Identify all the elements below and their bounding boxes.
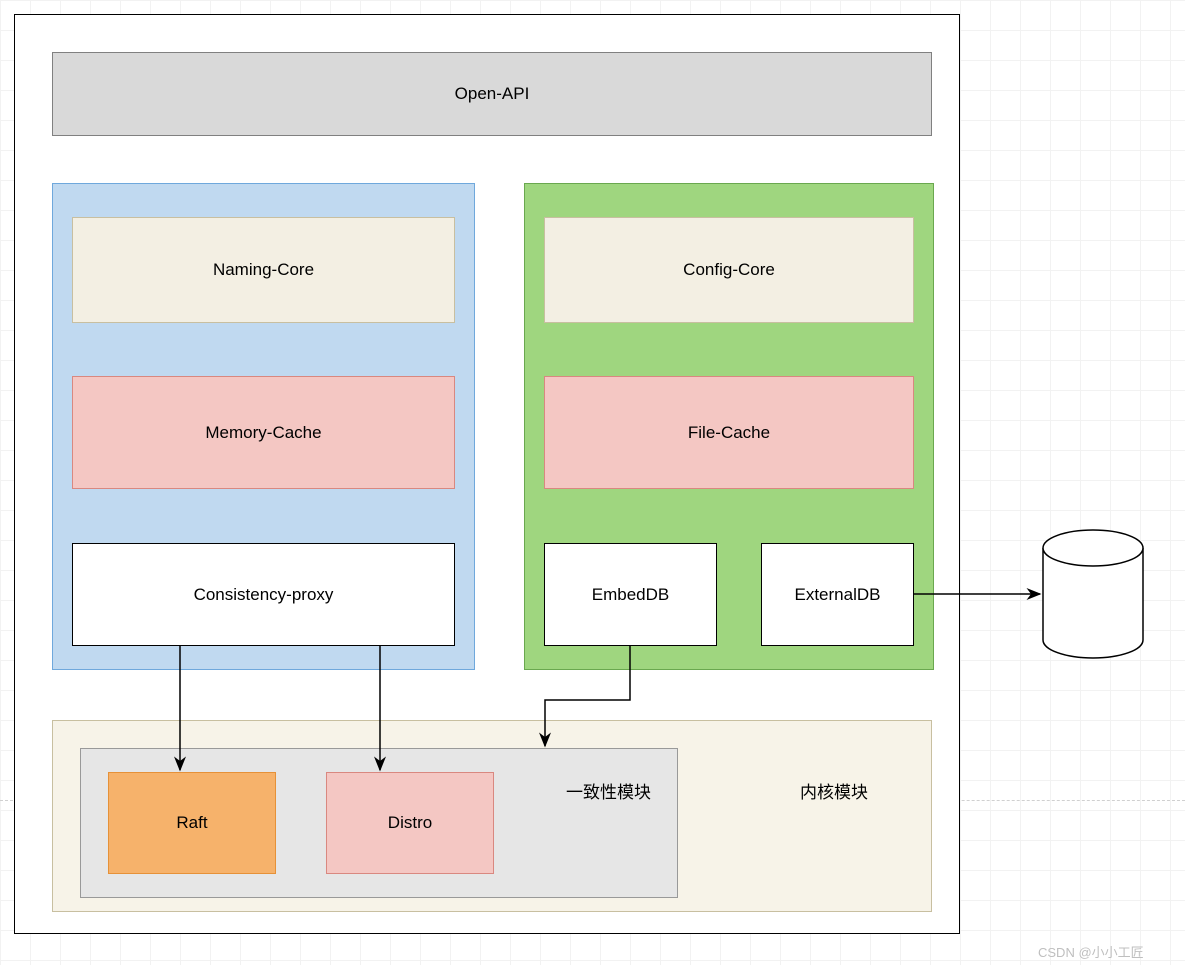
open-api-label: Open-API xyxy=(455,84,530,104)
config-core-box: Config-Core xyxy=(544,217,914,323)
watermark-text: CSDN @小小工匠 xyxy=(1038,942,1144,961)
externaldb-label: ExternalDB xyxy=(795,585,881,605)
embeddb-label: EmbedDB xyxy=(592,585,669,605)
raft-box: Raft xyxy=(108,772,276,874)
kernel-panel-label: 内核模块 xyxy=(800,778,868,803)
consistency-proxy-box: Consistency-proxy xyxy=(72,543,455,646)
naming-core-label: Naming-Core xyxy=(213,260,314,280)
memory-cache-box: Memory-Cache xyxy=(72,376,455,489)
memory-cache-label: Memory-Cache xyxy=(205,423,321,443)
naming-core-box: Naming-Core xyxy=(72,217,455,323)
config-core-label: Config-Core xyxy=(683,260,775,280)
embeddb-box: EmbedDB xyxy=(544,543,717,646)
consistency-module-label: 一致性模块 xyxy=(566,778,651,803)
raft-label: Raft xyxy=(176,813,207,833)
externaldb-box: ExternalDB xyxy=(761,543,914,646)
distro-label: Distro xyxy=(388,813,432,833)
consistency-proxy-label: Consistency-proxy xyxy=(194,585,334,605)
open-api-box: Open-API xyxy=(52,52,932,136)
distro-box: Distro xyxy=(326,772,494,874)
file-cache-box: File-Cache xyxy=(544,376,914,489)
file-cache-label: File-Cache xyxy=(688,423,770,443)
